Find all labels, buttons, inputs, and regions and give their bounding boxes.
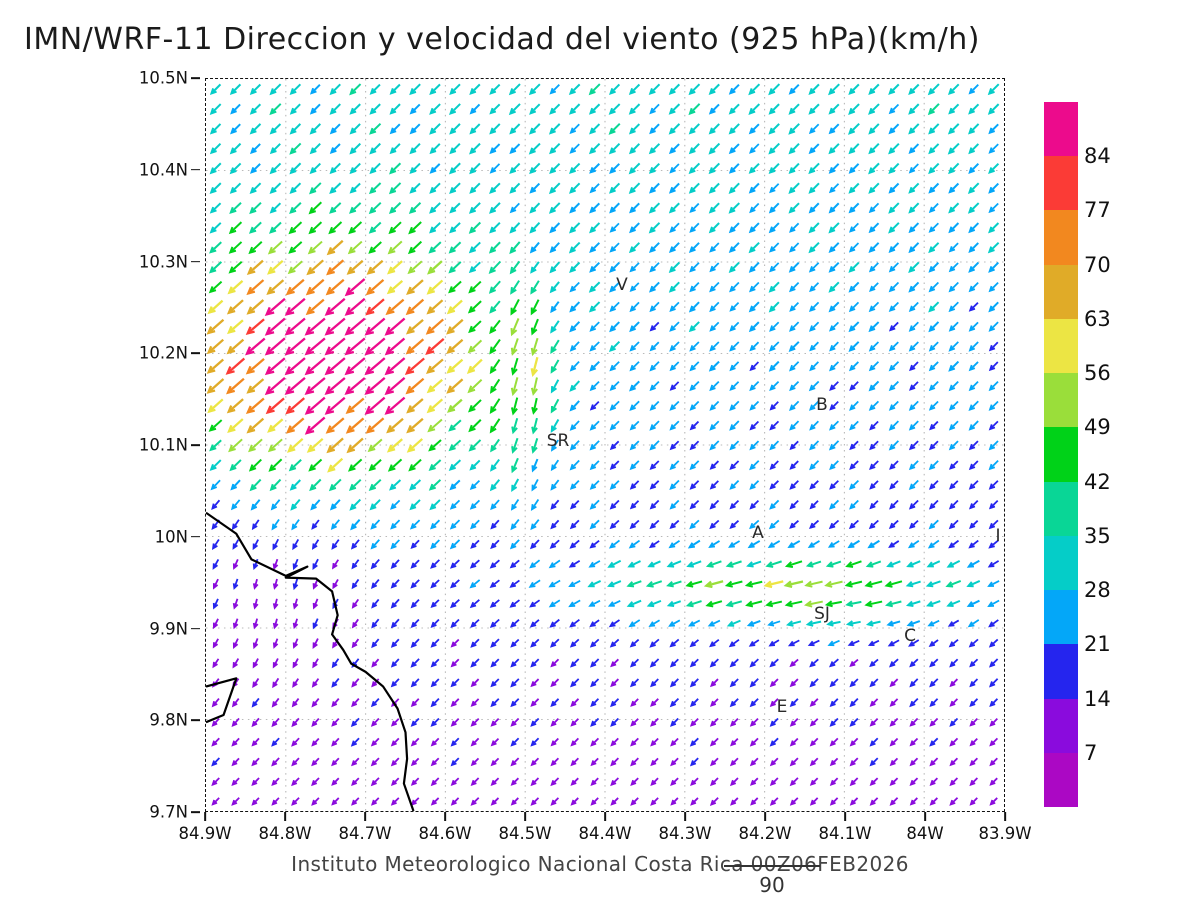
x-tick-label: 84W — [906, 824, 944, 843]
y-tick-label: 10.3N — [138, 252, 188, 271]
y-tick-mark — [191, 444, 200, 446]
colorbar-band[interactable] — [1044, 535, 1078, 591]
colorbar-band[interactable] — [1044, 590, 1078, 645]
colorbar-tick-label: 28 — [1084, 578, 1111, 603]
colorbar-tick-label: 14 — [1084, 686, 1111, 711]
y-tick-label: 10.2N — [138, 343, 188, 363]
colorbar-band[interactable] — [1044, 373, 1078, 428]
colorbar-band[interactable] — [1044, 318, 1078, 374]
city-label-sj: SJ — [814, 603, 830, 624]
y-tick-mark — [191, 719, 200, 722]
y-tick-label: 9.7N — [149, 802, 188, 822]
x-tick-label: 84.3W — [658, 824, 712, 843]
colorbar-band[interactable] — [1044, 264, 1078, 319]
y-tick-mark — [191, 168, 200, 171]
city-label-sr: SR — [546, 431, 570, 452]
x-tick-mark — [604, 812, 606, 821]
y-tick-mark — [191, 811, 200, 813]
y-tick-label: 10.1N — [138, 435, 188, 455]
wind-vector-field — [206, 83, 1000, 806]
x-tick-mark — [924, 812, 926, 821]
x-tick-mark — [284, 812, 286, 821]
x-tick-mark — [444, 812, 446, 821]
colorbar-tick-label: 77 — [1084, 198, 1111, 223]
reference-vector: 90 — [724, 865, 820, 897]
x-tick-label: 84.8W — [258, 824, 312, 843]
reference-vector-bar — [724, 865, 820, 867]
y-tick-mark — [191, 627, 200, 630]
colorbar-band[interactable] — [1044, 644, 1078, 699]
y-tick-mark — [191, 260, 200, 263]
colorbar-band[interactable] — [1044, 156, 1078, 211]
x-axis: 84.9W 84.8W 84.7W 84.6W 84.5W 84.4W 84.3W 84.2W… — [178, 812, 1032, 856]
y-tick-label: 9.9N — [149, 619, 188, 638]
reference-vector-label: 90 — [759, 873, 785, 897]
y-tick-label: 9.8N — [149, 710, 188, 730]
colorbar-band[interactable] — [1044, 102, 1078, 157]
city-label-layer: V SR B A I SJ C E — [206, 79, 1004, 811]
colorbar-band[interactable] — [1044, 752, 1078, 808]
colorbar-tick-label: 35 — [1084, 523, 1111, 548]
colorbar-tick-label: 63 — [1084, 306, 1111, 331]
city-label-i: I — [995, 525, 1001, 546]
colorbar-tick-label: 70 — [1084, 252, 1111, 277]
colorbar-tick-label: 84 — [1084, 144, 1111, 169]
y-tick-label: 10.5N — [138, 68, 188, 88]
page-title: IMN/WRF-11 Direccion y velocidad del vie… — [24, 22, 980, 57]
colorbar[interactable] — [1044, 102, 1078, 808]
colorbar-tick-label: 56 — [1084, 361, 1111, 386]
y-tick-label: 10.4N — [138, 160, 188, 180]
x-tick-label: 84.1W — [818, 824, 872, 843]
plot-area[interactable]: V SR B A I SJ C E — [205, 78, 1005, 812]
y-tick-label: 10N — [154, 527, 188, 547]
colorbar-tick-label: 7 — [1084, 740, 1098, 765]
x-tick-mark — [364, 812, 366, 821]
colorbar-band[interactable] — [1044, 481, 1078, 536]
colorbar-tick-label: 42 — [1084, 469, 1111, 494]
x-tick-label: 84.5W — [498, 824, 552, 843]
y-tick-mark — [191, 77, 200, 79]
x-tick-mark — [204, 812, 206, 821]
footer-credit: Instituto Meteorologico Nacional Costa R… — [291, 852, 909, 876]
y-tick-mark — [191, 352, 200, 355]
city-label-b: B — [816, 394, 828, 415]
x-tick-label: 84.2W — [738, 824, 792, 843]
x-tick-mark — [524, 812, 526, 821]
x-tick-label: 83.9W — [978, 824, 1032, 843]
colorbar-band[interactable] — [1044, 210, 1078, 265]
x-tick-label: 84.9W — [178, 824, 232, 843]
city-label-v: V — [616, 275, 628, 296]
x-tick-label: 84.6W — [418, 824, 472, 843]
x-tick-mark — [844, 812, 846, 821]
x-tick-mark — [684, 812, 686, 821]
colorbar-band[interactable] — [1044, 698, 1078, 753]
y-axis: 10.5N 10.4N 10.3N 10.2N 10.1N 10N 9.9N 9.8N 9.7N — [88, 69, 200, 822]
city-label-a: A — [752, 523, 764, 544]
colorbar-tick-label: 49 — [1084, 415, 1111, 440]
colorbar-band[interactable] — [1044, 427, 1078, 482]
coastline — [206, 511, 415, 811]
colorbar-labels: 84 77 70 63 56 49 42 35 28 21 14 7 — [1084, 102, 1164, 807]
x-tick-label: 84.7W — [338, 824, 392, 843]
x-tick-label: 84.4W — [578, 824, 632, 843]
y-tick-mark — [191, 535, 200, 538]
city-label-e: E — [776, 697, 788, 718]
colorbar-tick-label: 21 — [1084, 632, 1111, 657]
x-tick-mark — [764, 812, 766, 821]
x-tick-mark — [1004, 812, 1006, 821]
city-label-c: C — [904, 625, 916, 646]
